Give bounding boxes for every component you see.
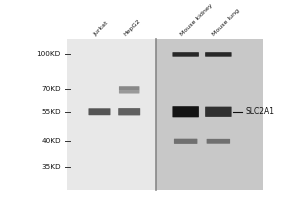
FancyBboxPatch shape <box>205 52 232 57</box>
Text: Mouse kidney: Mouse kidney <box>179 3 214 37</box>
FancyBboxPatch shape <box>174 139 197 144</box>
FancyBboxPatch shape <box>172 106 199 117</box>
Text: 70KD: 70KD <box>41 86 61 92</box>
Text: 35KD: 35KD <box>41 164 61 170</box>
FancyBboxPatch shape <box>88 108 110 115</box>
Text: 100KD: 100KD <box>37 51 61 57</box>
Text: SLC2A1: SLC2A1 <box>245 107 274 116</box>
Text: 55KD: 55KD <box>41 109 61 115</box>
FancyBboxPatch shape <box>207 139 230 144</box>
Text: Jurkat: Jurkat <box>93 20 110 37</box>
FancyBboxPatch shape <box>205 107 232 117</box>
FancyBboxPatch shape <box>119 86 140 90</box>
FancyBboxPatch shape <box>118 108 140 115</box>
FancyBboxPatch shape <box>119 90 140 94</box>
FancyBboxPatch shape <box>172 52 199 57</box>
Text: 40KD: 40KD <box>41 138 61 144</box>
Bar <box>156 39 263 190</box>
Text: Mouse lung: Mouse lung <box>212 8 241 37</box>
Bar <box>67 39 156 190</box>
Text: HepG2: HepG2 <box>123 18 141 37</box>
